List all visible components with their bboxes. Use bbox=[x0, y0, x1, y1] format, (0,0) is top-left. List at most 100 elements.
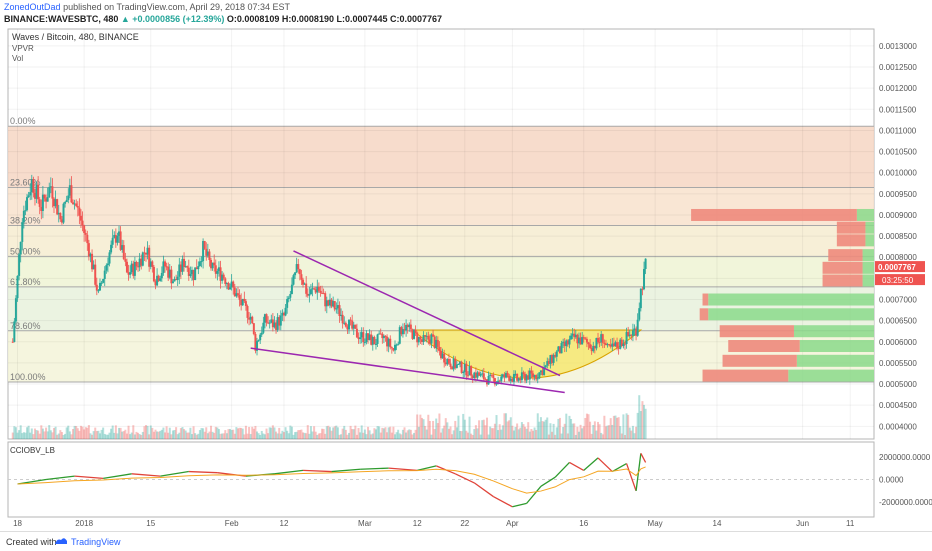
candle-body bbox=[217, 267, 220, 272]
candle-body bbox=[604, 343, 607, 346]
volume-bar bbox=[479, 434, 482, 439]
candle-body bbox=[566, 340, 569, 345]
candle-body bbox=[535, 375, 538, 380]
candle-body bbox=[536, 378, 539, 380]
volume-bar bbox=[352, 429, 355, 439]
volume-bar bbox=[232, 429, 235, 439]
candle-body bbox=[333, 301, 336, 310]
volume-bar bbox=[259, 434, 262, 439]
candle-body bbox=[275, 322, 278, 330]
footer-bar: Created with TradingView bbox=[0, 531, 932, 551]
volume-bar bbox=[148, 434, 151, 439]
volume-bar bbox=[489, 426, 492, 439]
volume-bar bbox=[470, 433, 473, 439]
volume-bar bbox=[110, 428, 113, 439]
volume-profile-bar-down bbox=[719, 325, 794, 338]
volume-bar bbox=[24, 432, 27, 439]
candle-body bbox=[411, 329, 414, 339]
candle-body bbox=[616, 342, 619, 348]
volume-bar bbox=[585, 413, 588, 439]
volume-bar bbox=[194, 433, 197, 439]
candle-body bbox=[436, 339, 439, 347]
indicator-vpvr[interactable]: VPVR bbox=[12, 44, 34, 53]
candle-body bbox=[173, 279, 176, 282]
candle-body bbox=[405, 324, 408, 331]
countdown-label: 03:25:50 bbox=[882, 276, 914, 285]
candle-body bbox=[111, 237, 114, 245]
publisher-username[interactable]: ZonedOutDad bbox=[4, 2, 61, 12]
candle-body bbox=[235, 293, 238, 297]
candle-body bbox=[137, 266, 140, 268]
candle-body bbox=[563, 341, 566, 347]
volume-bar bbox=[248, 426, 251, 439]
volume-bar bbox=[216, 427, 219, 439]
fib-zone bbox=[8, 225, 874, 257]
volume-bar bbox=[292, 434, 295, 439]
volume-bar bbox=[305, 433, 308, 439]
indicator-vol[interactable]: Vol bbox=[12, 54, 23, 63]
oscillator-segment bbox=[274, 469, 304, 475]
candle-body bbox=[294, 272, 297, 276]
volume-bar bbox=[516, 423, 519, 439]
candle-body bbox=[313, 288, 316, 290]
candle-body bbox=[549, 355, 552, 364]
fib-level-label: 61.80% bbox=[10, 277, 41, 287]
volume-bar bbox=[592, 424, 595, 439]
volume-bar bbox=[577, 431, 580, 439]
price-axis[interactable]: 0.0013000 0.0012500 0.0012000 0.0011500 0.00… bbox=[875, 42, 925, 431]
price-axis-label: 0.0004500 bbox=[879, 401, 917, 410]
volume-bar bbox=[417, 426, 420, 439]
volume-bar bbox=[154, 429, 157, 439]
candle-body bbox=[279, 315, 282, 326]
candle-body bbox=[558, 346, 561, 354]
volume-bar bbox=[608, 425, 611, 439]
volume-bar bbox=[144, 425, 147, 439]
volume-bar bbox=[290, 426, 293, 439]
candle-body bbox=[363, 342, 366, 344]
volume-bar bbox=[26, 427, 29, 439]
candle-body bbox=[636, 319, 639, 336]
candle-body bbox=[465, 363, 468, 376]
candle-body bbox=[195, 267, 198, 270]
candle-body bbox=[175, 279, 178, 281]
oscillator-label: CCIOBV_LB bbox=[10, 446, 55, 455]
trading-chart[interactable]: 0.00% 23.60% 38.20% 50.00% 61.80% 78.60% 100.0… bbox=[0, 0, 932, 531]
candle-body bbox=[21, 222, 24, 242]
candle-body bbox=[466, 375, 469, 377]
volume-bar bbox=[168, 427, 171, 439]
oscillator-segment bbox=[473, 482, 494, 498]
time-axis-label: Mar bbox=[358, 519, 372, 528]
fibonacci-retracement[interactable]: 0.00% 23.60% 38.20% 50.00% 61.80% 78.60% 100.0… bbox=[8, 116, 874, 383]
volume-profile-bar-down bbox=[691, 208, 857, 221]
time-axis-label: 15 bbox=[146, 519, 155, 528]
candle-body bbox=[171, 281, 174, 284]
volume-bar bbox=[514, 426, 517, 439]
volume-bar bbox=[628, 427, 631, 439]
volume-bar bbox=[289, 425, 292, 439]
volume-bar bbox=[241, 428, 244, 439]
candle-body bbox=[420, 339, 423, 342]
volume-bar bbox=[414, 429, 417, 439]
volume-bar bbox=[462, 413, 465, 439]
volume-bar bbox=[617, 417, 620, 439]
volume-bar bbox=[14, 427, 17, 439]
footer-brand[interactable]: TradingView bbox=[71, 537, 121, 547]
falling-wedge[interactable] bbox=[250, 250, 565, 394]
volume-bar bbox=[167, 432, 170, 439]
fib-level-label: 0.00% bbox=[10, 116, 36, 126]
volume-bar bbox=[235, 427, 238, 439]
candle-body bbox=[547, 361, 550, 364]
candle-body bbox=[256, 341, 259, 351]
volume-bar bbox=[614, 415, 617, 439]
candle-body bbox=[560, 343, 563, 354]
candle-body bbox=[416, 332, 419, 343]
volume-bar bbox=[633, 433, 636, 439]
volume-bar bbox=[40, 425, 43, 439]
time-axis[interactable]: 18 2018 15 Feb 12 Mar 12 22 Apr 16 May 14 Jun 11 bbox=[13, 519, 855, 528]
volume-bar bbox=[45, 427, 48, 439]
volume-bar bbox=[622, 414, 625, 439]
oscillator-segment bbox=[131, 473, 161, 477]
candle-body bbox=[592, 346, 595, 352]
candle-body bbox=[543, 367, 546, 375]
volume-bar bbox=[252, 428, 255, 439]
